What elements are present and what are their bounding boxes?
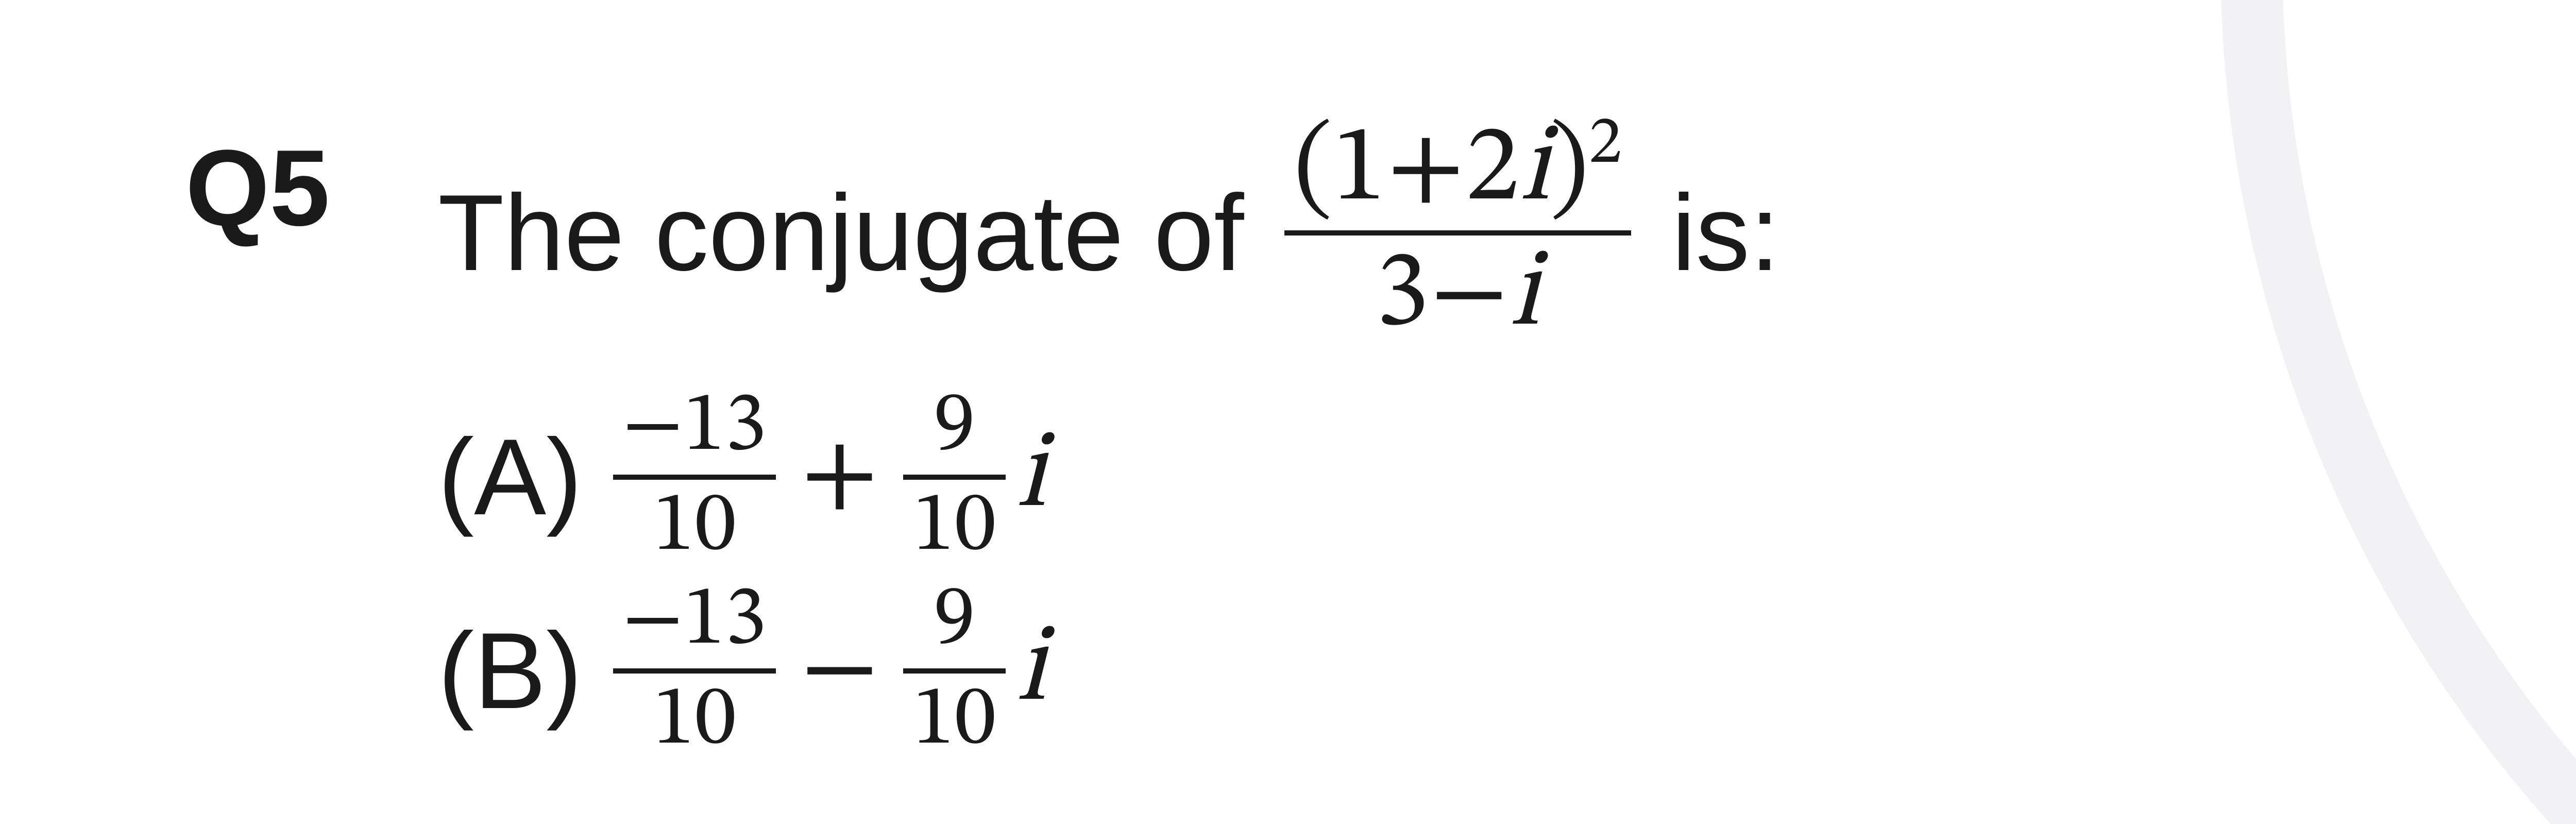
num-i: i [1519,116,1550,224]
frac-num: −13 [613,577,776,665]
option-b-op: − [801,609,878,733]
option-b-frac1: −13 10 [613,577,776,765]
option-a-op: + [801,415,878,540]
frac-num: −13 [613,383,776,472]
frac-num: 9 [924,383,985,472]
question-stem: The conjugate of (1+2i)2 3−i is: [438,113,1780,352]
frac-num: 9 [924,577,985,665]
stem-text-before: The conjugate of [438,171,1274,295]
option-label: (A) [438,415,582,540]
den-minus: − [1430,241,1508,349]
question-row: Q5 The conjugate of (1+2i)2 3−i is: (A) [185,113,1780,765]
fraction-bar [613,475,776,480]
fraction-denominator: 3−i [1366,239,1549,352]
fraction-bar [1284,230,1631,236]
num-coeff: 2 [1466,116,1519,224]
option-label: (B) [438,609,582,733]
option-b-frac2: 9 10 [903,577,1005,765]
frac-den: 10 [643,483,745,571]
option-b-i: i [1016,609,1047,733]
option-a-frac1: −13 10 [613,383,776,571]
stem-text-after: is: [1641,171,1780,295]
frac-den: 10 [903,483,1005,571]
num-exponent: 2 [1589,111,1622,178]
den-a: 3 [1376,241,1429,349]
frac-den: 10 [903,677,1005,765]
stem-fraction: (1+2i)2 3−i [1284,113,1631,352]
frac-den: 10 [643,677,745,765]
option-a: (A) −13 10 + 9 10 i [438,383,1780,571]
question-number: Q5 [185,113,330,242]
num-open: (1 [1294,116,1386,224]
page: Q5 The conjugate of (1+2i)2 3−i is: (A) [0,0,2576,824]
question-body: The conjugate of (1+2i)2 3−i is: (A) −13 [438,113,1780,765]
option-a-i: i [1016,415,1047,540]
fraction-bar [903,475,1005,480]
den-i: i [1509,241,1540,349]
option-a-frac2: 9 10 [903,383,1005,571]
fraction-numerator: (1+2i)2 [1284,113,1631,227]
fraction-bar [613,668,776,674]
decorative-arc [2221,0,2576,824]
fraction-bar [903,668,1005,674]
num-plus: + [1387,116,1465,224]
num-close: ) [1550,116,1589,224]
option-b: (B) −13 10 − 9 10 i [438,577,1780,765]
